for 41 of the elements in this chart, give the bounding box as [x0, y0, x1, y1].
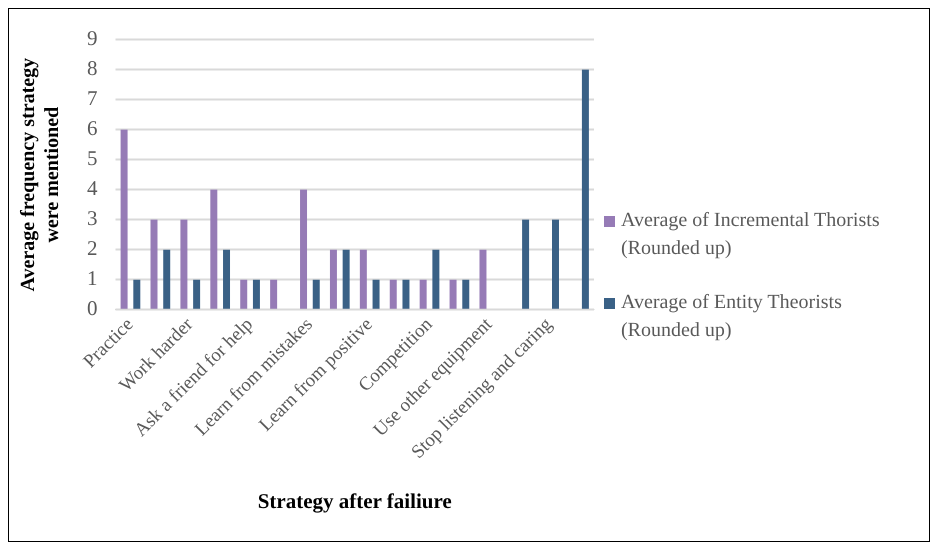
bar	[300, 190, 308, 309]
bar	[582, 70, 589, 309]
bar	[432, 250, 440, 309]
bar	[402, 280, 410, 309]
y-tick-label: 6	[87, 116, 98, 140]
bar	[450, 280, 457, 309]
bar	[163, 250, 170, 309]
bar	[223, 250, 230, 309]
legend-label: Average of Incremental Thorists (Rounded up)	[621, 208, 881, 261]
y-tick-label: 1	[87, 266, 98, 290]
bar	[133, 280, 140, 309]
y-axis-title: Average frequency strategy were mentioned	[17, 58, 64, 292]
bar	[312, 280, 320, 309]
legend-label: Average of Entity Theorists (Rounded up)	[621, 290, 843, 343]
y-tick-label: 9	[87, 26, 98, 50]
bar	[180, 220, 188, 309]
bar	[479, 250, 486, 309]
bar	[120, 130, 128, 309]
x-axis-title: Strategy after failiure	[258, 488, 452, 513]
bar	[240, 280, 248, 309]
bar	[270, 280, 278, 309]
bar	[193, 280, 200, 309]
bar	[372, 280, 380, 309]
y-tick-label: 0	[87, 296, 98, 320]
bar	[522, 220, 530, 309]
y-tick-label: 4	[87, 176, 98, 200]
bar	[342, 250, 350, 309]
bar	[420, 280, 427, 309]
y-tick-label: 8	[87, 56, 98, 80]
bar	[210, 190, 218, 309]
bar	[552, 220, 559, 309]
y-tick-label: 2	[87, 236, 98, 260]
y-tick-label: 5	[87, 146, 98, 170]
bar	[252, 280, 260, 309]
bar	[462, 280, 470, 309]
bar	[390, 280, 397, 309]
y-tick-label: 3	[87, 206, 98, 230]
bar	[360, 250, 367, 309]
y-tick-label: 7	[87, 86, 98, 110]
bar	[330, 250, 337, 309]
bar	[150, 220, 158, 309]
